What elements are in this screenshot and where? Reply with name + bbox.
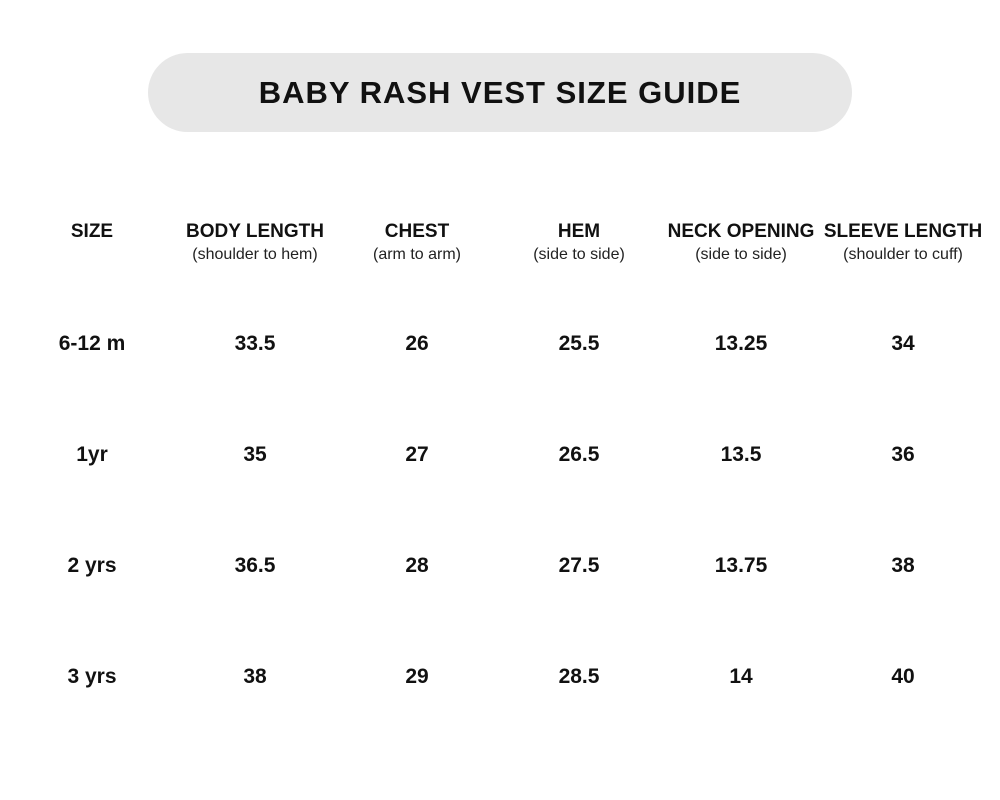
measurement-cell: 36 [891, 443, 915, 466]
column-subtitle: (side to side) [533, 246, 625, 263]
title-banner: BABY RASH VEST SIZE GUIDE [148, 53, 852, 132]
size-label: 6-12 m [58, 332, 126, 355]
measurement-cell: 13.75 [714, 554, 768, 577]
measurement-cell: 40 [891, 665, 915, 688]
measurement-cell: 13.25 [714, 332, 768, 355]
measurement-cell: 14 [729, 665, 753, 688]
measurement-cell: 26 [405, 332, 429, 355]
measurement-cell: 34 [891, 332, 915, 355]
column-subtitle: (shoulder to hem) [192, 246, 318, 263]
measurement-cell: 27 [405, 443, 429, 466]
page-title: BABY RASH VEST SIZE GUIDE [258, 74, 742, 110]
column-title: HEM [557, 221, 601, 242]
column-title: NECK OPENING [667, 221, 815, 242]
column-header: CHEST (arm to arm) [332, 220, 502, 266]
column-header: SIZE [7, 220, 177, 244]
column-subtitle: (shoulder to cuff) [843, 246, 963, 263]
measurement-cell: 38 [891, 554, 915, 577]
measurement-cell: 13.5 [720, 443, 762, 466]
measurement-cell: 29 [405, 665, 429, 688]
measurement-cell: 35 [243, 443, 267, 466]
column-header: SLEEVE LENGTH (shoulder to cuff) [818, 220, 988, 266]
measurement-cell: 27.5 [558, 554, 600, 577]
column-title: BODY LENGTH [186, 221, 324, 242]
size-label: 2 yrs [67, 554, 117, 577]
size-label: 1yr [76, 443, 108, 466]
size-label: 3 yrs [67, 665, 117, 688]
measurement-cell: 26.5 [558, 443, 600, 466]
column-subtitle: (side to side) [695, 246, 787, 263]
column-header: HEM (side to side) [494, 220, 664, 266]
column-header: BODY LENGTH (shoulder to hem) [170, 220, 340, 266]
column-header: NECK OPENING (side to side) [656, 220, 826, 266]
measurement-cell: 28.5 [558, 665, 600, 688]
measurement-cell: 38 [243, 665, 267, 688]
column-title: CHEST [384, 221, 450, 242]
measurement-cell: 33.5 [234, 332, 276, 355]
measurement-cell: 28 [405, 554, 429, 577]
measurement-cell: 36.5 [234, 554, 276, 577]
column-subtitle: (arm to arm) [373, 246, 461, 263]
measurement-cell: 25.5 [558, 332, 600, 355]
column-title: SLEEVE LENGTH [823, 221, 983, 242]
column-title: SIZE [70, 221, 114, 242]
